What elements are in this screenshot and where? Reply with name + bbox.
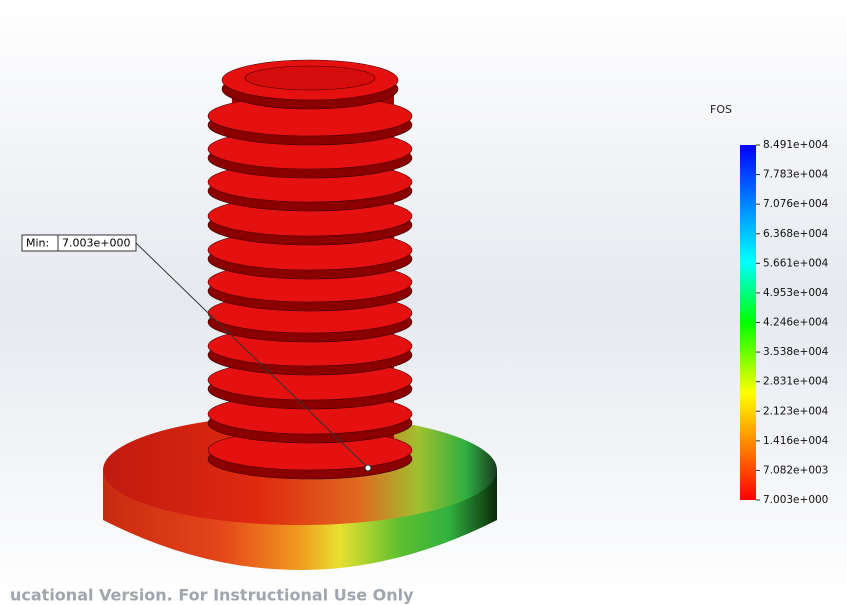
probe-box: Min: 7.003e+000 [22, 235, 136, 251]
legend-label: 1.416e+004 [763, 435, 829, 447]
legend-label: 4.246e+004 [763, 317, 829, 329]
legend-label: 7.783e+004 [763, 169, 829, 181]
legend-label: 5.661e+004 [763, 257, 829, 269]
legend-label: 4.953e+004 [763, 287, 829, 299]
watermark: ucational Version. For Instructional Use… [10, 586, 414, 605]
legend-label: 7.003e+000 [763, 494, 828, 506]
legend-label: 7.082e+003 [763, 464, 828, 476]
top-face [245, 66, 375, 90]
color-scale [740, 145, 756, 500]
legend-label: 6.368e+004 [763, 228, 829, 240]
viewport: Min: 7.003e+000 FOS 8.491e+004 7.783e+004… [0, 0, 847, 605]
probe-value: 7.003e+000 [62, 237, 130, 250]
legend-title: FOS [710, 103, 732, 116]
legend-label: 8.491e+004 [763, 139, 829, 151]
legend-label: 7.076e+004 [763, 198, 829, 210]
legend-label: 2.831e+004 [763, 376, 829, 388]
legend-label: 3.538e+004 [763, 346, 829, 358]
probe-label: Min: [26, 237, 49, 250]
legend-label: 2.123e+004 [763, 405, 829, 417]
page: Min: 7.003e+000 FOS 8.491e+004 7.783e+004… [0, 0, 847, 605]
probe-point [365, 465, 371, 471]
